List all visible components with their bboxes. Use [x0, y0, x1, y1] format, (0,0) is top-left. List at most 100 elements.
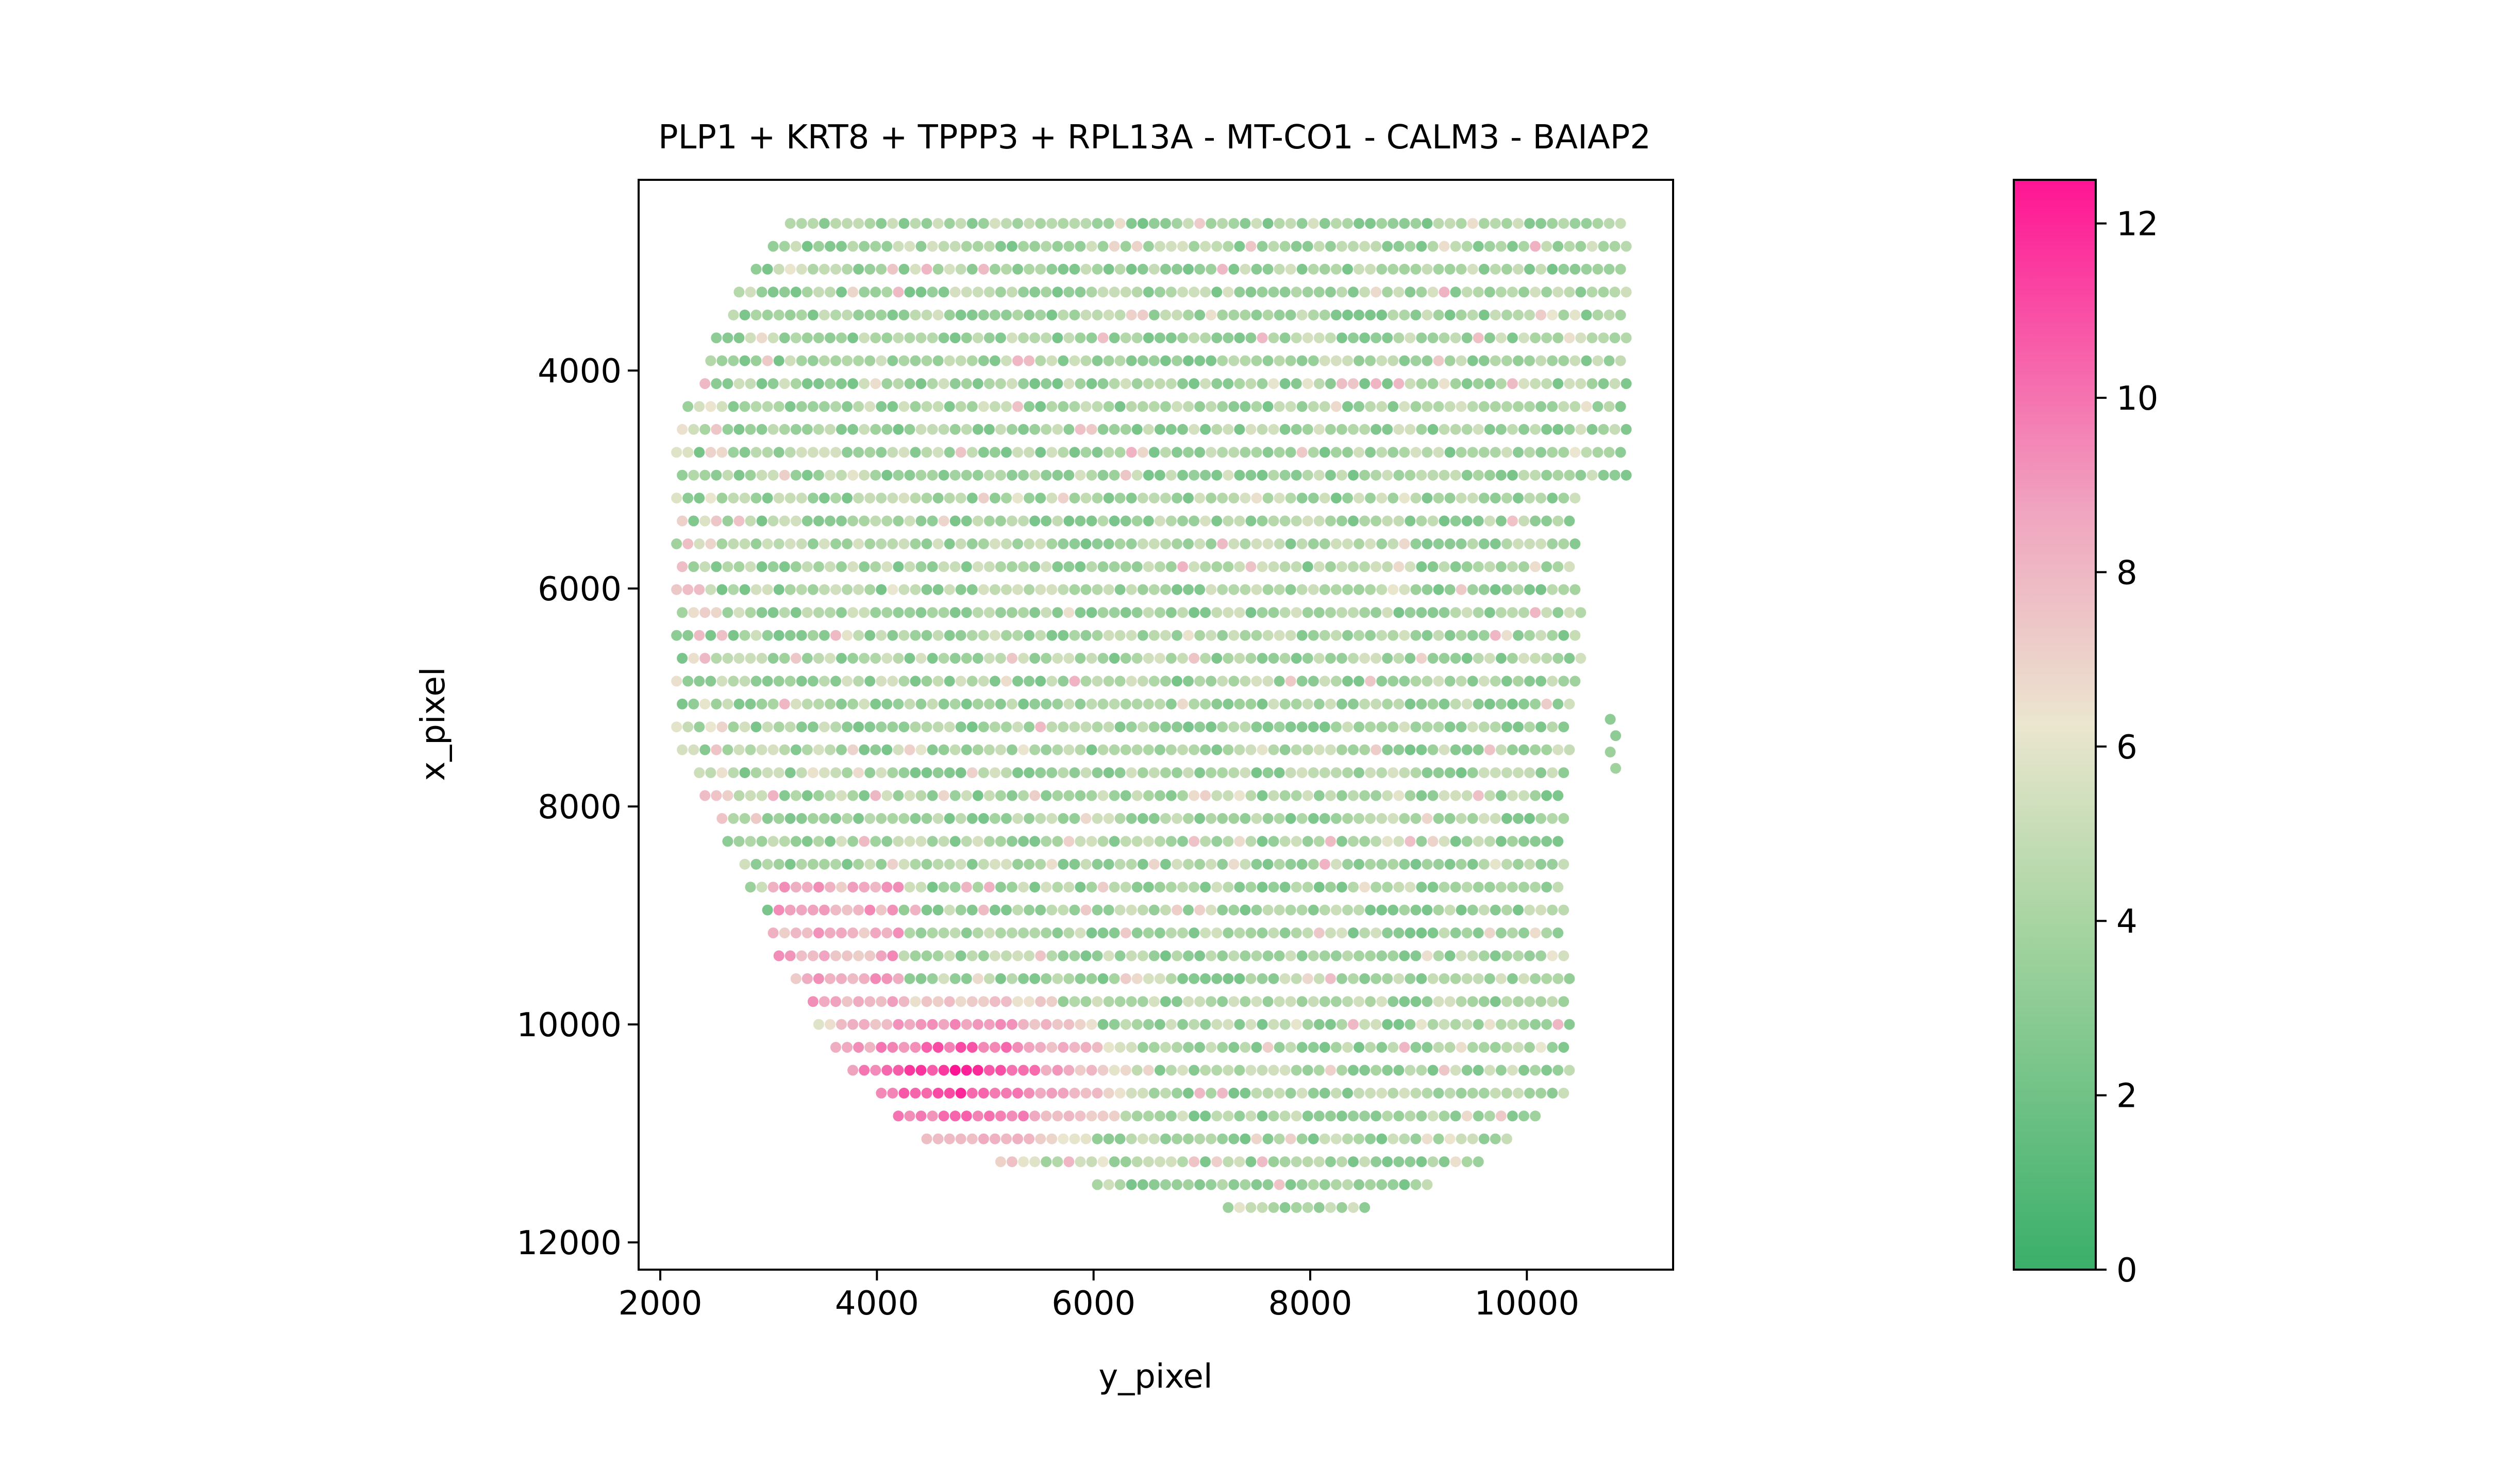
- data-point: [1200, 424, 1211, 435]
- data-point: [1234, 927, 1245, 938]
- data-point: [1552, 561, 1564, 572]
- data-point: [1501, 1087, 1512, 1099]
- data-point: [1296, 721, 1308, 733]
- data-point: [779, 241, 790, 252]
- data-point: [859, 286, 870, 298]
- data-point: [836, 378, 847, 389]
- data-point: [1103, 676, 1114, 687]
- data-point: [779, 515, 790, 527]
- data-point: [978, 263, 989, 275]
- data-point: [1007, 927, 1017, 938]
- data-point: [784, 721, 796, 733]
- data-point: [1422, 493, 1433, 504]
- data-point: [671, 630, 682, 641]
- data-point: [932, 630, 944, 641]
- data-point: [1075, 378, 1086, 389]
- data-point: [955, 721, 966, 733]
- data-point: [1063, 378, 1075, 389]
- data-point: [859, 1065, 870, 1076]
- data-point: [1228, 447, 1240, 458]
- data-point: [790, 927, 801, 938]
- data-point: [921, 904, 932, 916]
- data-point: [1194, 813, 1206, 824]
- data-point: [1467, 309, 1478, 321]
- data-point: [1354, 355, 1364, 366]
- data-point: [1558, 813, 1569, 824]
- data-point: [807, 309, 819, 321]
- data-point: [1490, 1133, 1501, 1144]
- data-point: [1478, 538, 1490, 549]
- data-point: [1262, 538, 1274, 549]
- data-point: [972, 332, 983, 344]
- data-point: [1382, 653, 1393, 664]
- data-point: [1325, 836, 1336, 847]
- data-point: [1405, 1156, 1416, 1168]
- data-point: [1336, 607, 1347, 618]
- data-point: [983, 286, 995, 298]
- data-point: [1007, 286, 1017, 298]
- data-point: [1348, 1156, 1359, 1168]
- data-point: [1120, 424, 1131, 435]
- data-point: [1245, 790, 1257, 801]
- data-point: [1080, 858, 1092, 870]
- data-point: [1405, 1019, 1416, 1030]
- data-point: [1291, 241, 1302, 252]
- data-point: [1325, 241, 1336, 252]
- data-point: [1137, 813, 1148, 824]
- data-point: [1251, 858, 1262, 870]
- data-point: [711, 561, 722, 572]
- data-point: [1035, 721, 1046, 733]
- data-point: [1399, 218, 1410, 229]
- data-point: [1069, 904, 1080, 916]
- data-point: [1285, 676, 1296, 687]
- data-point: [677, 469, 688, 481]
- data-point: [1137, 447, 1148, 458]
- data-point: [688, 698, 699, 710]
- data-point: [790, 469, 801, 481]
- data-point: [796, 813, 807, 824]
- data-point: [1518, 378, 1529, 389]
- data-point: [1478, 309, 1490, 321]
- data-point: [1478, 1087, 1490, 1099]
- data-point: [1371, 241, 1382, 252]
- data-point: [728, 630, 739, 641]
- data-point: [1137, 950, 1148, 962]
- data-point: [1410, 813, 1422, 824]
- data-point: [1342, 263, 1353, 275]
- data-point: [1330, 263, 1342, 275]
- data-point: [1467, 813, 1478, 824]
- data-point: [1172, 355, 1182, 366]
- data-point: [1217, 493, 1228, 504]
- data-point: [944, 584, 955, 595]
- data-point: [1296, 355, 1308, 366]
- data-point: [813, 836, 824, 847]
- data-point: [859, 424, 870, 435]
- data-point: [1177, 790, 1188, 801]
- data-point: [966, 584, 978, 595]
- data-point: [1097, 286, 1109, 298]
- data-point: [949, 836, 961, 847]
- data-point: [1143, 744, 1154, 755]
- data-point: [1308, 767, 1319, 779]
- data-point: [1427, 698, 1439, 710]
- data-point: [1097, 1065, 1109, 1076]
- data-point: [1495, 882, 1507, 893]
- data-point: [750, 401, 762, 412]
- data-point: [1268, 744, 1279, 755]
- data-point: [1467, 401, 1478, 412]
- data-point: [1456, 813, 1467, 824]
- data-point: [847, 241, 859, 252]
- data-point: [978, 996, 989, 1007]
- data-point: [1359, 882, 1371, 893]
- data-point: [796, 950, 807, 962]
- data-point: [1160, 630, 1171, 641]
- data-point: [1325, 927, 1336, 938]
- data-point: [790, 882, 801, 893]
- data-point: [978, 904, 989, 916]
- data-point: [1024, 904, 1035, 916]
- data-point: [1029, 790, 1041, 801]
- data-point: [1148, 996, 1160, 1007]
- data-point: [1046, 767, 1058, 779]
- data-point: [796, 401, 807, 412]
- data-point: [677, 653, 688, 664]
